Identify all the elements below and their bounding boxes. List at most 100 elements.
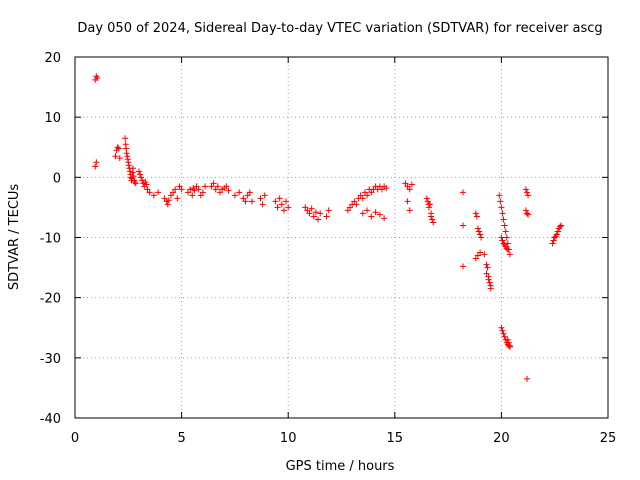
data-point	[483, 270, 490, 277]
data-point	[359, 195, 366, 202]
data-point	[501, 222, 508, 229]
data-point	[498, 204, 505, 211]
x-tick-label: 20	[493, 431, 510, 446]
data-point	[376, 211, 383, 218]
data-point	[208, 183, 215, 190]
data-point	[523, 375, 530, 382]
data-point	[138, 174, 145, 181]
data-point	[460, 222, 467, 229]
data-point	[125, 162, 132, 169]
x-tick-label: 0	[71, 431, 79, 446]
data-point	[476, 228, 483, 235]
data-point	[143, 181, 150, 188]
data-point	[504, 336, 511, 343]
y-tick-label: -40	[40, 412, 61, 427]
data-point	[428, 213, 435, 220]
data-point	[553, 231, 560, 238]
data-point	[357, 192, 364, 199]
data-point	[383, 185, 390, 192]
data-point	[429, 216, 436, 223]
data-point	[477, 231, 484, 238]
data-point	[94, 75, 101, 82]
data-point	[259, 201, 266, 208]
data-point	[167, 192, 174, 199]
data-point	[272, 198, 279, 205]
data-point	[123, 150, 130, 157]
data-point	[257, 195, 264, 202]
data-point	[472, 210, 479, 217]
data-point	[460, 263, 467, 270]
data-point	[139, 177, 146, 184]
data-point	[501, 333, 508, 340]
data-point	[353, 201, 360, 208]
data-point	[525, 211, 532, 218]
data-point	[502, 228, 509, 235]
data-point	[473, 213, 480, 220]
data-point	[132, 180, 139, 187]
data-point	[325, 207, 332, 214]
data-point	[155, 189, 162, 196]
data-point	[315, 216, 322, 223]
data-point	[302, 204, 309, 211]
data-point	[430, 219, 437, 226]
data-point	[312, 209, 319, 216]
data-point	[477, 249, 484, 256]
data-point	[372, 209, 379, 216]
data-point	[496, 192, 503, 199]
data-point	[274, 204, 281, 211]
data-point	[214, 183, 221, 190]
data-point	[212, 186, 219, 193]
data-point	[406, 207, 413, 214]
data-point	[176, 183, 183, 190]
data-point	[223, 183, 230, 190]
x-tick-label: 15	[387, 431, 404, 446]
data-point	[242, 198, 249, 205]
data-point	[487, 282, 494, 289]
data-point	[424, 198, 431, 205]
data-point	[127, 174, 134, 181]
data-point	[425, 201, 432, 208]
data-point	[499, 327, 506, 334]
data-point	[344, 207, 351, 214]
data-point	[112, 153, 119, 160]
data-points	[92, 73, 565, 382]
data-point	[261, 192, 268, 199]
data-point	[122, 135, 129, 142]
data-point	[499, 210, 506, 217]
y-tick-label: 0	[53, 171, 61, 186]
data-point	[248, 198, 255, 205]
data-point	[381, 215, 388, 222]
data-point	[483, 261, 490, 268]
plot-frame	[74, 56, 609, 419]
data-point	[197, 192, 204, 199]
data-point	[93, 159, 100, 166]
data-point	[135, 168, 142, 175]
data-point	[231, 192, 238, 199]
data-point	[486, 279, 493, 286]
data-point	[364, 192, 371, 199]
data-point	[550, 237, 557, 244]
axis-ticks	[74, 56, 609, 419]
data-point	[130, 173, 137, 180]
data-point	[368, 189, 375, 196]
data-point	[484, 264, 491, 271]
data-point	[423, 195, 430, 202]
y-tick-label: 10	[44, 111, 61, 126]
data-point	[557, 223, 564, 230]
data-point	[236, 189, 243, 196]
data-point	[478, 234, 485, 241]
data-point	[283, 198, 290, 205]
data-point	[504, 246, 511, 253]
data-point	[240, 195, 247, 202]
data-point	[523, 189, 530, 196]
data-point	[364, 207, 371, 214]
data-point	[144, 186, 151, 193]
data-point	[549, 240, 556, 247]
data-point	[503, 245, 510, 252]
data-point	[361, 189, 368, 196]
data-point	[408, 181, 415, 188]
data-point	[195, 186, 202, 193]
chart-title: Day 050 of 2024, Sidereal Day-to-day VTE…	[77, 21, 602, 36]
data-point	[404, 198, 411, 205]
data-point	[551, 234, 558, 241]
